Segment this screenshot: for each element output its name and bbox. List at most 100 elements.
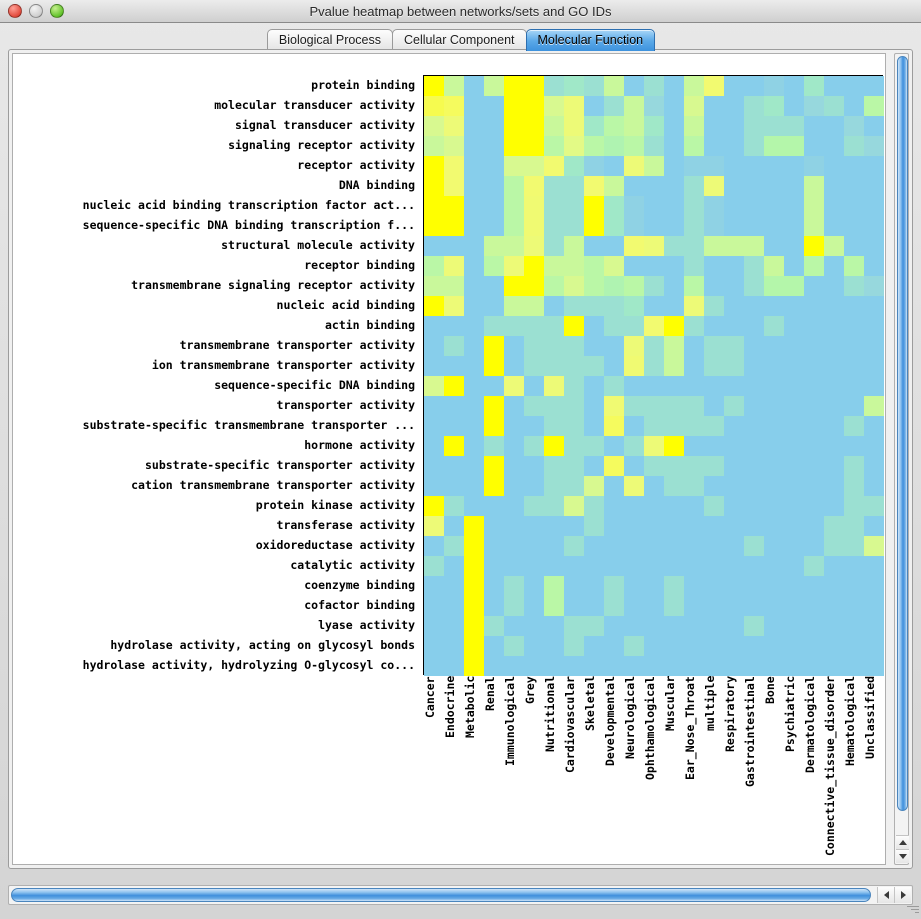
heatmap-cell[interactable] — [424, 556, 444, 576]
heatmap-cell[interactable] — [504, 656, 524, 676]
heatmap-cell[interactable] — [624, 616, 644, 636]
heatmap-cell[interactable] — [664, 596, 684, 616]
heatmap-cell[interactable] — [684, 656, 704, 676]
heatmap-cell[interactable] — [604, 416, 624, 436]
heatmap-cell[interactable] — [724, 476, 744, 496]
heatmap-cell[interactable] — [684, 636, 704, 656]
heatmap-cell[interactable] — [604, 356, 624, 376]
heatmap-cell[interactable] — [804, 356, 824, 376]
heatmap-cell[interactable] — [644, 496, 664, 516]
heatmap-cell[interactable] — [484, 516, 504, 536]
heatmap-cell[interactable] — [564, 356, 584, 376]
heatmap-cell[interactable] — [504, 136, 524, 156]
heatmap-cell[interactable] — [504, 596, 524, 616]
heatmap-cell[interactable] — [684, 196, 704, 216]
heatmap-cell[interactable] — [564, 136, 584, 156]
heatmap-cell[interactable] — [464, 396, 484, 416]
heatmap-cell[interactable] — [684, 156, 704, 176]
horizontal-scrollbar-thumb[interactable] — [11, 888, 871, 902]
heatmap-cell[interactable] — [544, 176, 564, 196]
heatmap-cell[interactable] — [544, 436, 564, 456]
heatmap-cell[interactable] — [804, 516, 824, 536]
heatmap-cell[interactable] — [764, 276, 784, 296]
heatmap-cell[interactable] — [744, 636, 764, 656]
heatmap-cell[interactable] — [724, 296, 744, 316]
heatmap-cell[interactable] — [424, 96, 444, 116]
heatmap-cell[interactable] — [644, 176, 664, 196]
heatmap-cell[interactable] — [624, 456, 644, 476]
heatmap-cell[interactable] — [584, 276, 604, 296]
heatmap-cell[interactable] — [664, 436, 684, 456]
heatmap-cell[interactable] — [844, 276, 864, 296]
heatmap-cell[interactable] — [824, 656, 844, 676]
heatmap-cell[interactable] — [784, 336, 804, 356]
heatmap-cell[interactable] — [424, 196, 444, 216]
heatmap-cell[interactable] — [464, 496, 484, 516]
zoom-button[interactable] — [50, 4, 64, 18]
heatmap-cell[interactable] — [604, 396, 624, 416]
heatmap-cell[interactable] — [604, 76, 624, 96]
heatmap-cell[interactable] — [684, 596, 704, 616]
heatmap-cell[interactable] — [684, 176, 704, 196]
heatmap-cell[interactable] — [484, 636, 504, 656]
heatmap-cell[interactable] — [744, 336, 764, 356]
heatmap-cell[interactable] — [784, 416, 804, 436]
heatmap-cell[interactable] — [664, 396, 684, 416]
heatmap-cell[interactable] — [604, 156, 624, 176]
heatmap-cell[interactable] — [824, 396, 844, 416]
heatmap-cell[interactable] — [804, 456, 824, 476]
heatmap-cell[interactable] — [864, 436, 884, 456]
heatmap-cell[interactable] — [844, 436, 864, 456]
heatmap-cell[interactable] — [784, 156, 804, 176]
heatmap-cell[interactable] — [424, 76, 444, 96]
heatmap-cell[interactable] — [624, 256, 644, 276]
heatmap-cell[interactable] — [744, 616, 764, 636]
heatmap-cell[interactable] — [604, 476, 624, 496]
heatmap-cell[interactable] — [544, 576, 564, 596]
heatmap-cell[interactable] — [724, 456, 744, 476]
heatmap-cell[interactable] — [484, 476, 504, 496]
heatmap-cell[interactable] — [504, 356, 524, 376]
heatmap-cell[interactable] — [784, 176, 804, 196]
heatmap-cell[interactable] — [804, 616, 824, 636]
heatmap-cell[interactable] — [444, 636, 464, 656]
heatmap-cell[interactable] — [564, 616, 584, 636]
heatmap-cell[interactable] — [784, 656, 804, 676]
heatmap-cell[interactable] — [504, 536, 524, 556]
heatmap-cell[interactable] — [564, 196, 584, 216]
heatmap-cell[interactable] — [724, 156, 744, 176]
heatmap-cell[interactable] — [544, 476, 564, 496]
heatmap-cell[interactable] — [504, 236, 524, 256]
heatmap-cell[interactable] — [804, 576, 824, 596]
heatmap-cell[interactable] — [844, 296, 864, 316]
heatmap-cell[interactable] — [844, 656, 864, 676]
heatmap-cell[interactable] — [864, 336, 884, 356]
heatmap-cell[interactable] — [704, 156, 724, 176]
heatmap-cell[interactable] — [864, 76, 884, 96]
heatmap-cell[interactable] — [424, 176, 444, 196]
heatmap-cell[interactable] — [764, 476, 784, 496]
heatmap-cell[interactable] — [524, 616, 544, 636]
heatmap-cell[interactable] — [824, 536, 844, 556]
heatmap-cell[interactable] — [604, 176, 624, 196]
heatmap-cell[interactable] — [604, 316, 624, 336]
heatmap-cell[interactable] — [684, 376, 704, 396]
heatmap-cell[interactable] — [824, 596, 844, 616]
heatmap-cell[interactable] — [704, 256, 724, 276]
heatmap-cell[interactable] — [844, 396, 864, 416]
heatmap-cell[interactable] — [564, 396, 584, 416]
heatmap-cell[interactable] — [744, 596, 764, 616]
heatmap-cell[interactable] — [704, 516, 724, 536]
heatmap-cell[interactable] — [804, 596, 824, 616]
heatmap-cell[interactable] — [684, 436, 704, 456]
heatmap-cell[interactable] — [864, 576, 884, 596]
heatmap-cell[interactable] — [564, 336, 584, 356]
heatmap-cell[interactable] — [764, 496, 784, 516]
heatmap-cell[interactable] — [564, 476, 584, 496]
heatmap-cell[interactable] — [464, 196, 484, 216]
heatmap-cell[interactable] — [764, 316, 784, 336]
heatmap-cell[interactable] — [684, 356, 704, 376]
heatmap-cell[interactable] — [744, 156, 764, 176]
heatmap-cell[interactable] — [764, 96, 784, 116]
heatmap-cell[interactable] — [524, 176, 544, 196]
